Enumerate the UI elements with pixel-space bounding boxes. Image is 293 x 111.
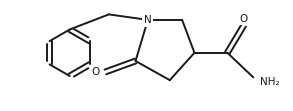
- Text: NH₂: NH₂: [260, 76, 280, 87]
- Text: O: O: [240, 14, 248, 24]
- Text: N: N: [144, 15, 152, 25]
- Text: O: O: [92, 67, 100, 77]
